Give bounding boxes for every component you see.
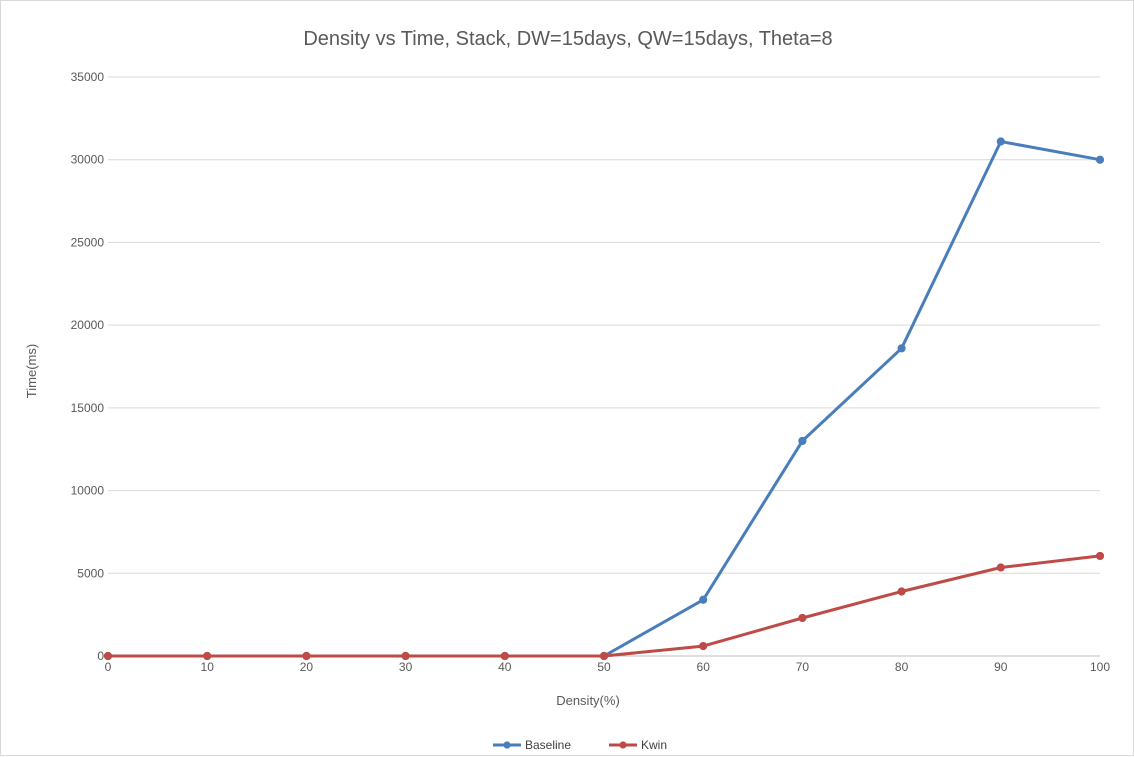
x-tick-label: 40 (498, 660, 512, 674)
data-point (897, 587, 906, 596)
data-point (401, 651, 410, 661)
x-tick-label: 0 (105, 660, 112, 674)
legend-swatch-marker (503, 741, 511, 749)
y-axis-label: Time(ms) (24, 344, 39, 398)
legend-item-kwin: Kwin (609, 738, 667, 752)
x-tick-label: 80 (895, 660, 909, 674)
data-point (1095, 155, 1105, 164)
data-point (798, 436, 807, 446)
series-baseline (103, 137, 1105, 661)
y-tick-label: 35000 (71, 70, 105, 84)
data-point (699, 595, 708, 604)
data-point (302, 651, 311, 661)
y-tick-label: 10000 (71, 484, 105, 498)
series-line (106, 554, 1102, 658)
series-kwin (103, 551, 1105, 661)
data-point (103, 651, 113, 661)
gridlines (108, 76, 1100, 657)
data-point (699, 641, 708, 651)
data-point (798, 613, 807, 623)
x-tick-label: 20 (300, 660, 314, 674)
data-point (203, 651, 212, 661)
data-point (996, 137, 1005, 146)
legend: Baseline Kwin (493, 738, 667, 752)
y-tick-label: 20000 (71, 318, 105, 332)
legend-label: Kwin (641, 738, 667, 752)
legend-swatch-marker (619, 741, 627, 749)
series-lines (103, 137, 1105, 661)
x-tick-label: 70 (796, 660, 810, 674)
data-point (1095, 551, 1105, 561)
legend-label: Baseline (525, 738, 571, 752)
x-tick-label: 30 (399, 660, 413, 674)
y-tick-label: 30000 (71, 153, 105, 167)
data-point (599, 651, 609, 661)
chart-title: Density vs Time, Stack, DW=15days, QW=15… (303, 28, 832, 50)
y-tick-label: 25000 (71, 235, 105, 249)
data-point (996, 563, 1005, 572)
x-tick-label: 50 (597, 660, 611, 674)
x-axis-label: Density(%) (556, 693, 620, 708)
y-tick-label: 5000 (77, 566, 104, 580)
y-tick-label: 15000 (71, 401, 105, 415)
x-tick-label: 10 (201, 660, 215, 674)
x-tick-label: 100 (1090, 660, 1110, 674)
x-tick-label: 60 (697, 660, 711, 674)
legend-item-baseline: Baseline (493, 738, 571, 752)
y-tick-label: 0 (97, 649, 104, 663)
data-point (500, 651, 509, 661)
axes: 0 5000 10000 15000 20000 25000 30000 35000 0 10 20… (71, 70, 1111, 674)
x-tick-label: 90 (994, 660, 1008, 674)
data-point (897, 344, 906, 353)
